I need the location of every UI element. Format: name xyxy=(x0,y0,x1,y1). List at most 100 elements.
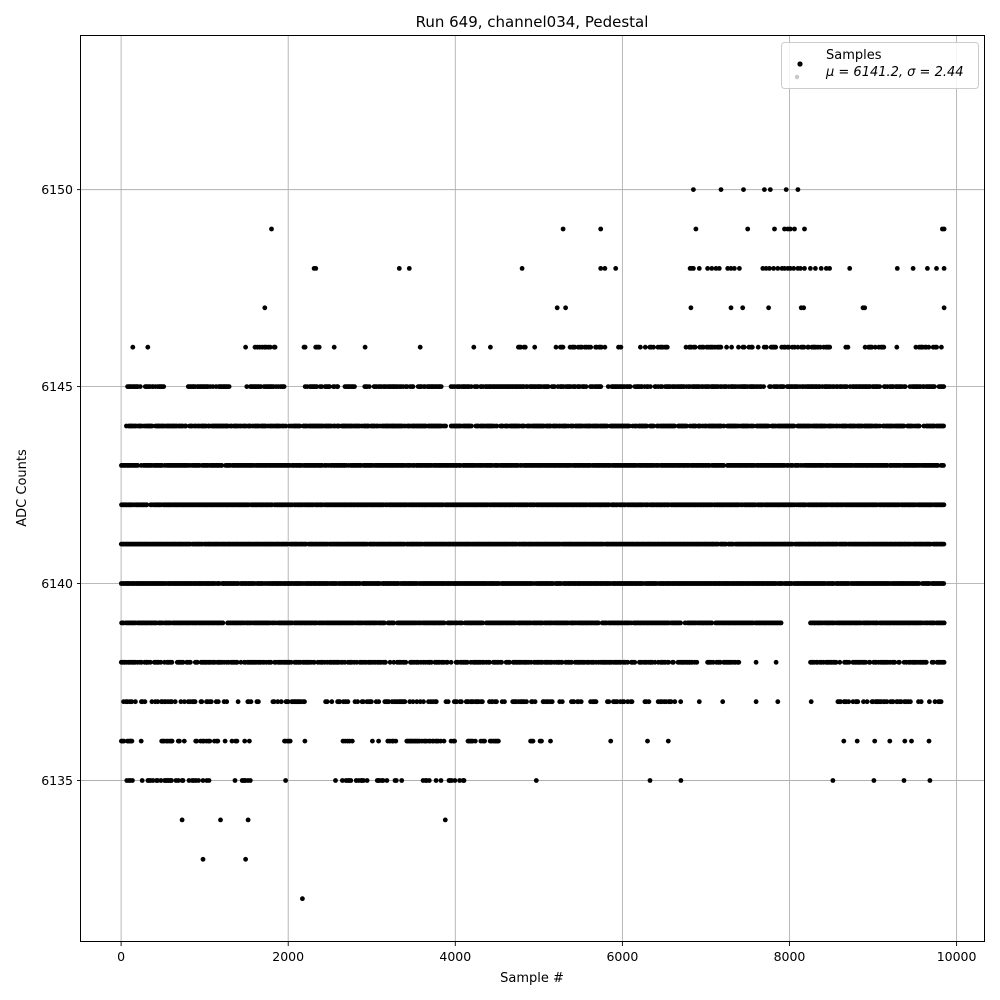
data-point xyxy=(144,502,150,508)
data-point xyxy=(133,699,138,705)
data-point xyxy=(683,344,689,350)
data-point xyxy=(721,423,727,429)
data-point xyxy=(801,344,807,350)
data-point xyxy=(651,344,656,350)
data-point xyxy=(664,344,670,350)
data-point xyxy=(867,659,873,665)
data-point xyxy=(235,699,241,705)
data-point xyxy=(545,384,551,389)
data-point xyxy=(494,423,500,429)
data-point xyxy=(135,463,141,468)
data-point xyxy=(750,423,756,429)
data-point xyxy=(863,659,869,665)
data-point xyxy=(718,659,723,665)
data-point xyxy=(145,344,151,350)
data-point xyxy=(172,699,178,705)
data-point xyxy=(383,659,388,665)
data-point xyxy=(926,344,932,350)
data-point xyxy=(387,659,393,665)
data-point xyxy=(362,344,368,350)
data-point xyxy=(267,344,273,350)
data-point xyxy=(902,384,908,389)
data-point xyxy=(583,384,589,389)
data-point xyxy=(438,384,444,389)
data-point xyxy=(215,699,221,705)
data-point xyxy=(724,344,729,350)
data-point xyxy=(709,620,715,626)
data-point xyxy=(243,344,249,350)
data-point xyxy=(934,344,939,350)
data-point xyxy=(773,344,779,350)
data-point xyxy=(596,620,601,626)
data-point xyxy=(180,659,186,665)
data-point xyxy=(281,384,287,389)
data-point xyxy=(169,699,175,705)
data-point xyxy=(671,659,676,665)
data-point xyxy=(302,344,308,350)
data-point xyxy=(169,659,175,665)
data-point xyxy=(297,423,303,429)
data-point xyxy=(366,384,372,389)
data-point xyxy=(872,344,878,350)
data-point xyxy=(846,659,852,665)
chart-title: Run 649, channel034, Pedestal xyxy=(416,13,649,31)
data-point xyxy=(188,659,193,665)
data-point xyxy=(429,659,434,665)
data-point xyxy=(316,344,322,350)
data-point xyxy=(569,659,574,665)
data-point xyxy=(283,423,289,429)
data-point xyxy=(894,344,900,350)
data-point xyxy=(572,344,578,350)
data-point xyxy=(275,699,281,705)
data-point xyxy=(507,659,512,665)
data-point xyxy=(837,659,843,665)
data-point xyxy=(130,344,136,350)
data-point xyxy=(939,344,944,350)
data-point xyxy=(729,344,734,350)
data-point xyxy=(755,344,761,350)
data-point xyxy=(480,620,485,626)
data-point xyxy=(644,423,649,429)
data-point xyxy=(248,699,254,705)
data-point xyxy=(881,344,887,350)
data-point xyxy=(302,699,307,705)
data-point xyxy=(471,344,477,350)
data-point xyxy=(604,423,610,429)
data-point xyxy=(220,620,226,626)
data-point xyxy=(901,423,907,429)
data-point xyxy=(916,423,922,429)
data-point xyxy=(182,699,187,705)
data-point xyxy=(192,699,198,705)
data-point xyxy=(271,699,277,705)
data-point xyxy=(532,344,538,350)
data-point xyxy=(129,699,135,705)
data-point xyxy=(468,384,474,389)
data-point xyxy=(238,659,244,665)
data-point xyxy=(652,659,658,665)
data-point xyxy=(285,699,291,705)
grid xyxy=(81,36,985,942)
data-point xyxy=(256,699,261,705)
data-point xyxy=(410,384,416,389)
data-point xyxy=(499,659,504,665)
data-point xyxy=(314,384,320,389)
data-point xyxy=(638,344,643,350)
data-point xyxy=(833,659,839,665)
data-point xyxy=(327,384,332,389)
data-point xyxy=(932,384,937,389)
data-point xyxy=(941,581,947,586)
data-point xyxy=(331,344,337,350)
data-point xyxy=(627,384,633,389)
data-point xyxy=(381,620,387,626)
data-point xyxy=(721,463,727,468)
data-point xyxy=(666,659,671,665)
data-point xyxy=(148,659,153,665)
data-point xyxy=(391,659,397,665)
data-point xyxy=(560,344,566,350)
data-point xyxy=(741,344,747,350)
data-point xyxy=(149,699,155,705)
data-point xyxy=(736,344,741,350)
data-point xyxy=(877,423,883,429)
data-point xyxy=(941,423,946,429)
data-point xyxy=(718,344,724,350)
